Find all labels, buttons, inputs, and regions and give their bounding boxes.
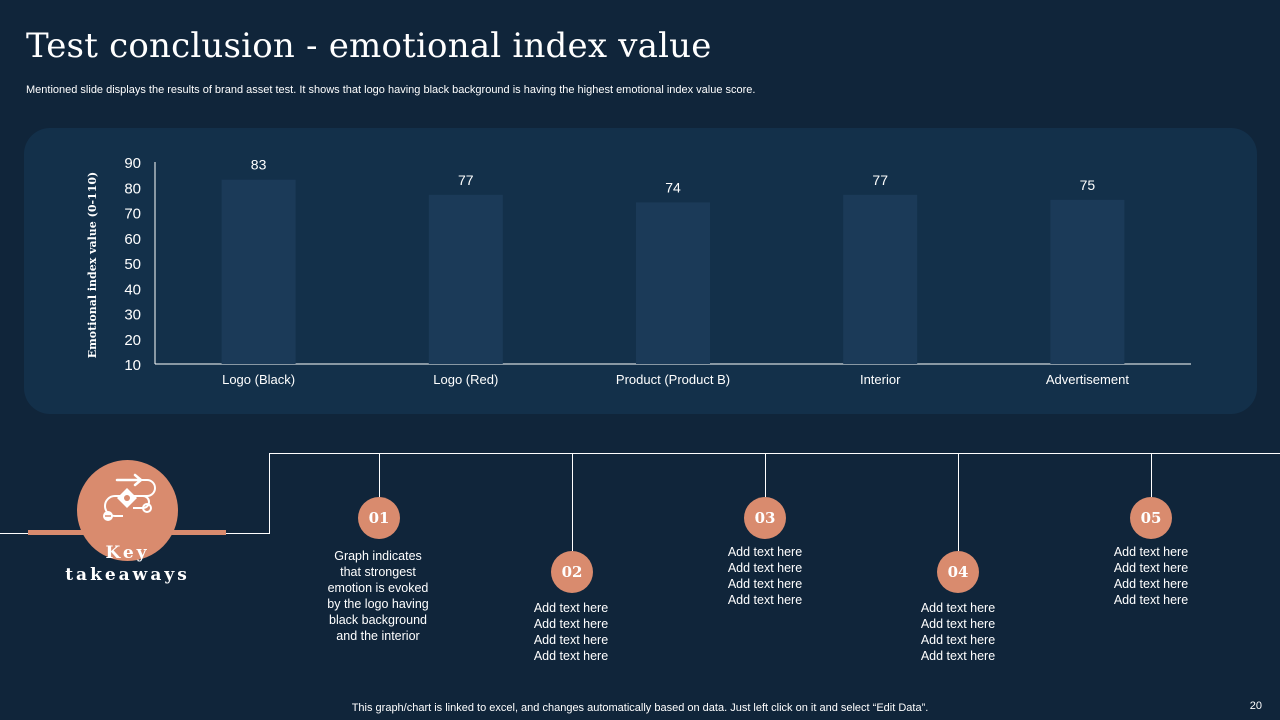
step-03-line: Add text here — [727, 577, 803, 591]
step-04-line: Add text here — [920, 601, 996, 615]
step-01-line: and the interior — [336, 629, 420, 643]
y-tick-label: 40 — [124, 281, 141, 298]
step-05-connector — [1151, 453, 1152, 497]
step-01-badge: 01 — [358, 497, 400, 539]
y-tick-label: 80 — [124, 180, 141, 197]
key-takeaways-badge — [77, 460, 178, 561]
step-04-line: Add text here — [920, 617, 996, 631]
bar-value-label: 77 — [872, 172, 888, 188]
step-04-line: Add text here — [920, 633, 996, 647]
y-tick-label: 30 — [124, 307, 141, 324]
step-03-connector — [765, 453, 766, 497]
step-04-line: Add text here — [920, 649, 996, 663]
y-tick-label: 20 — [124, 332, 141, 349]
bar — [428, 194, 503, 364]
key-takeaways-heading: Key takeaways — [65, 543, 190, 585]
step-05-line: Add text here — [1113, 561, 1189, 575]
step-01-connector — [379, 453, 380, 497]
x-category-label: Product (Product B) — [616, 372, 730, 387]
step-05-line: Add text here — [1113, 577, 1189, 591]
chart-panel: 10 20 30 40 50 60 70 80 90 Emotional index value … — [24, 128, 1257, 414]
step-03-line: Add text here — [727, 545, 803, 559]
workflow-icon — [103, 473, 156, 521]
step-03-text: Add text here Add text here Add text her… — [700, 544, 830, 608]
step-02-connector — [572, 453, 573, 551]
step-03-line: Add text here — [727, 593, 803, 607]
y-tick-label: 90 — [124, 155, 141, 172]
step-04-badge: 04 — [937, 551, 979, 593]
takeaway-timeline-line — [269, 453, 1280, 454]
step-02-line: Add text here — [533, 649, 609, 663]
page-title: Test conclusion - emotional index value — [26, 26, 712, 66]
step-01-line: Graph indicates — [334, 549, 422, 563]
step-02-line: Add text here — [533, 617, 609, 631]
bar-value-label: 83 — [251, 157, 267, 173]
key-takeaways-base — [28, 530, 226, 535]
x-category-label: Interior — [860, 372, 901, 387]
step-05-text: Add text here Add text here Add text her… — [1086, 544, 1216, 608]
step-05-line: Add text here — [1113, 593, 1189, 607]
step-02-badge: 02 — [551, 551, 593, 593]
y-tick-label: 10 — [124, 357, 141, 374]
y-axis-title: Emotional index value (0-110) — [86, 172, 99, 358]
step-01-line: by the logo having — [327, 597, 429, 611]
takeaway-connector-vertical — [269, 453, 270, 534]
step-01-line: emotion is evoked — [327, 581, 429, 595]
bar — [221, 179, 296, 364]
step-03-badge: 03 — [744, 497, 786, 539]
bar — [1050, 199, 1125, 364]
page-number: 20 — [1249, 700, 1262, 712]
bar-value-label: 77 — [458, 172, 474, 188]
page-subtitle: Mentioned slide displays the results of … — [26, 84, 756, 96]
step-03-line: Add text here — [727, 561, 803, 575]
step-04-text: Add text here Add text here Add text her… — [893, 600, 1023, 664]
step-01-line: black background — [329, 613, 427, 627]
step-01-text: Graph indicates that strongest emotion i… — [313, 548, 443, 644]
y-tick-label: 50 — [124, 256, 141, 273]
step-02-line: Add text here — [533, 601, 609, 615]
step-05-badge: 05 — [1130, 497, 1172, 539]
x-category-label: Logo (Black) — [222, 372, 295, 387]
bar-chart[interactable]: 10 20 30 40 50 60 70 80 90 Emotional index value … — [24, 128, 1257, 414]
bar — [636, 202, 710, 364]
step-04-connector — [958, 453, 959, 551]
bar — [843, 194, 918, 364]
step-05-line: Add text here — [1113, 545, 1189, 559]
bar-value-label: 74 — [665, 179, 681, 195]
x-category-label: Advertisement — [1046, 372, 1129, 387]
y-tick-label: 60 — [124, 231, 141, 248]
step-02-text: Add text here Add text here Add text her… — [506, 600, 636, 664]
step-01-line: that strongest — [340, 565, 416, 579]
bar-value-label: 75 — [1080, 177, 1096, 193]
footer-note: This graph/chart is linked to excel, and… — [351, 702, 929, 714]
y-tick-label: 70 — [124, 206, 141, 223]
x-category-label: Logo (Red) — [433, 372, 498, 387]
step-02-line: Add text here — [533, 633, 609, 647]
